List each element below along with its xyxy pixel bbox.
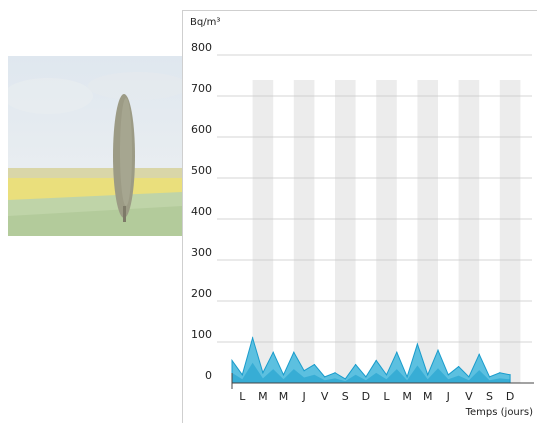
y-tick-label: 500 bbox=[191, 164, 212, 177]
series-area-shade bbox=[232, 362, 511, 383]
data-point bbox=[478, 353, 480, 355]
y-tick-label: 800 bbox=[191, 41, 212, 54]
x-tick-label: J bbox=[301, 390, 305, 403]
axes bbox=[231, 373, 534, 389]
y-tick-label: 600 bbox=[191, 123, 212, 136]
x-tick-label: L bbox=[239, 390, 246, 403]
gridlines bbox=[217, 54, 532, 343]
x-tick-label: V bbox=[465, 390, 473, 403]
y-tick-label: 0 bbox=[205, 369, 212, 382]
x-tick-label: M bbox=[279, 390, 289, 403]
data-point bbox=[437, 349, 439, 351]
data-point bbox=[488, 376, 491, 378]
x-axis-label: Temps (jours) bbox=[465, 407, 533, 418]
data-point bbox=[324, 376, 326, 378]
day-band bbox=[458, 80, 480, 383]
data-point bbox=[458, 366, 460, 368]
data-point bbox=[385, 374, 388, 376]
y-tick-label: 400 bbox=[191, 205, 212, 218]
data-point bbox=[303, 370, 305, 372]
data-point bbox=[252, 337, 254, 339]
x-tick-label: V bbox=[321, 390, 329, 403]
day-band bbox=[376, 80, 397, 383]
data-point bbox=[344, 378, 346, 380]
x-tick-label: S bbox=[342, 390, 349, 403]
data-point bbox=[365, 376, 367, 378]
day-band bbox=[417, 80, 438, 383]
data-point bbox=[293, 351, 295, 353]
data-point bbox=[272, 351, 274, 353]
x-tick-label: L bbox=[383, 390, 390, 403]
day-band bbox=[293, 80, 315, 383]
y-tick-label: 100 bbox=[191, 328, 212, 341]
x-tick-label: D bbox=[362, 390, 370, 403]
x-tick-label: M bbox=[423, 390, 433, 403]
data-point bbox=[231, 359, 233, 362]
data-point bbox=[416, 343, 418, 345]
data-point bbox=[447, 374, 449, 376]
y-tick-label: 700 bbox=[191, 82, 212, 95]
data-point bbox=[468, 376, 470, 378]
day-band bbox=[499, 80, 521, 383]
data-point bbox=[313, 363, 315, 366]
frame-top-border bbox=[182, 10, 537, 11]
x-tick-label: S bbox=[486, 390, 493, 403]
y-tick-label: 200 bbox=[191, 287, 212, 300]
x-tick-label: J bbox=[446, 390, 450, 403]
day-bands bbox=[252, 80, 521, 383]
landscape-photo bbox=[8, 56, 182, 236]
data-point bbox=[396, 351, 398, 353]
data-area bbox=[231, 336, 511, 384]
data-point bbox=[509, 374, 511, 376]
data-point bbox=[262, 372, 264, 374]
x-tick-label: M bbox=[402, 390, 412, 403]
y-tick-labels: 0 100 200 300 400 500 600 700 800 bbox=[191, 41, 212, 382]
data-point bbox=[334, 372, 336, 374]
data-point bbox=[241, 374, 243, 376]
data-point bbox=[406, 376, 408, 378]
data-point bbox=[375, 359, 377, 362]
day-band bbox=[335, 80, 356, 383]
y-unit-label: Bq/m³ bbox=[190, 17, 220, 28]
data-point bbox=[282, 374, 285, 376]
data-point bbox=[499, 372, 501, 374]
y-tick-label: 300 bbox=[191, 246, 212, 259]
day-band bbox=[252, 80, 274, 383]
x-tick-label: D bbox=[506, 390, 514, 403]
data-point bbox=[355, 363, 357, 366]
x-tick-label: M bbox=[258, 390, 268, 403]
data-point bbox=[427, 374, 429, 376]
frame-left-border bbox=[182, 10, 183, 423]
